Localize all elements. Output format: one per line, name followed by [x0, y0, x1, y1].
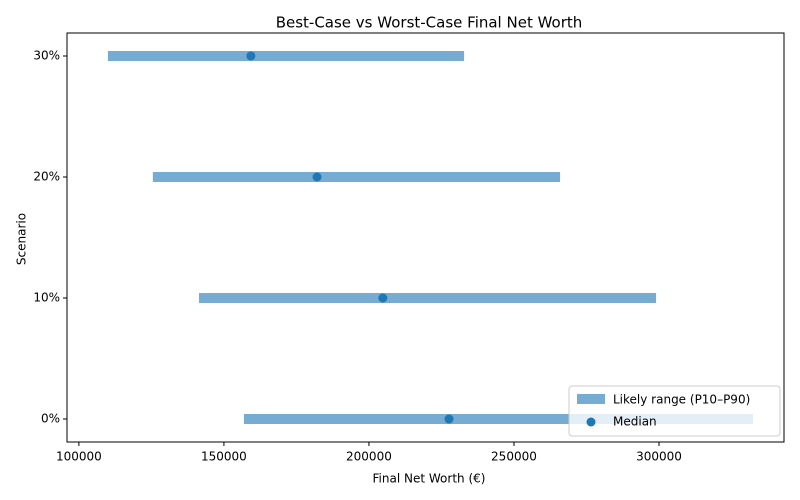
legend-marker: [586, 417, 596, 427]
median-point: [378, 293, 388, 303]
range-bar: [243, 414, 753, 425]
y-tick-label: 0%: [41, 412, 60, 426]
x-tick-label: 250000: [491, 450, 537, 464]
x-axis-label: Final Net Worth (€): [373, 472, 486, 486]
legend-swatch: [577, 394, 605, 404]
median-point: [246, 51, 256, 61]
median-point: [312, 172, 322, 182]
legend-label: Median: [613, 415, 657, 429]
y-axis-label: Scenario: [15, 213, 29, 265]
y-tick-label: 30%: [33, 48, 60, 62]
y-tick-label: 20%: [33, 169, 60, 183]
plot-frame: [66, 32, 785, 443]
chart-title: Best-Case vs Worst-Case Final Net Worth: [276, 14, 583, 32]
x-tick-label: 300000: [636, 450, 682, 464]
x-tick-label: 150000: [201, 450, 247, 464]
legend-box: [568, 385, 781, 437]
y-tick-label: 10%: [33, 291, 60, 305]
median-point: [444, 414, 454, 424]
range-bar: [198, 293, 657, 304]
range-bar: [107, 50, 465, 61]
legend-label: Likely range (P10–P90): [613, 393, 750, 407]
x-tick-label: 200000: [346, 450, 392, 464]
x-tick-label: 100000: [56, 450, 102, 464]
range-bar: [152, 171, 561, 182]
